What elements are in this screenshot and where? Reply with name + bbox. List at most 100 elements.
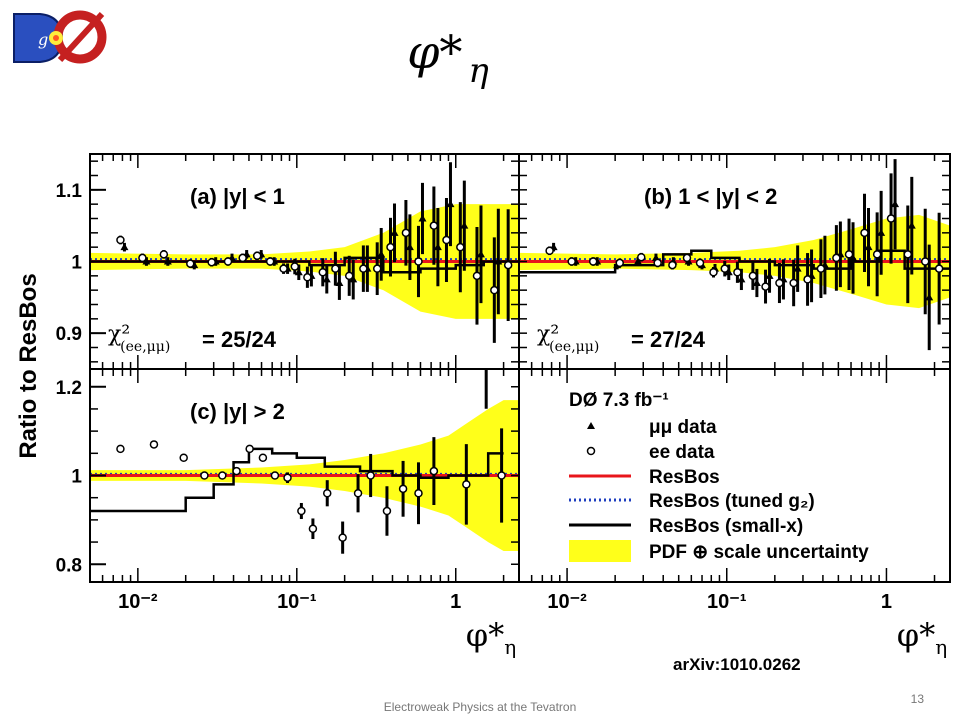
ee-point bbox=[733, 268, 742, 277]
ee-point bbox=[832, 253, 841, 263]
mumu-point bbox=[633, 257, 642, 265]
d0-logo: g bbox=[13, 10, 107, 64]
ee-point bbox=[775, 278, 784, 288]
panel-frame bbox=[518, 368, 951, 583]
y-tick-label: 1.1 bbox=[56, 181, 83, 202]
mumu-point bbox=[335, 279, 344, 286]
chi2-value: = 27/24 bbox=[631, 327, 706, 352]
mumu-point bbox=[142, 257, 151, 265]
ee-point bbox=[179, 453, 188, 462]
ee-point bbox=[789, 278, 798, 288]
ee-point bbox=[682, 253, 692, 263]
legend-entry-label: ResBos bbox=[649, 467, 720, 488]
x-tick-label: 10⁻² bbox=[118, 591, 158, 613]
mumu-point bbox=[849, 253, 858, 261]
ee-point bbox=[338, 533, 347, 542]
mumu-point bbox=[377, 250, 386, 258]
chi2-label: χ²(ee,μμ) bbox=[537, 322, 599, 355]
ee-point bbox=[159, 250, 169, 259]
arxiv-reference[interactable]: arXiv:1010.0262 bbox=[673, 655, 801, 674]
resbos-smallx-line bbox=[90, 447, 504, 513]
mumu-point bbox=[925, 293, 934, 301]
ee-point bbox=[934, 264, 944, 273]
ee-point bbox=[748, 271, 758, 281]
x-axis-label: φ*η bbox=[897, 616, 947, 659]
ee-point bbox=[353, 489, 363, 498]
mumu-point bbox=[724, 268, 733, 276]
ee-point bbox=[414, 257, 423, 266]
ee-point bbox=[186, 259, 195, 268]
legend-entry-label: ee data bbox=[649, 442, 715, 463]
x-axis-label: φ*η bbox=[466, 616, 516, 659]
chi2-value: = 25/24 bbox=[202, 327, 277, 352]
ee-point bbox=[238, 253, 247, 263]
ee-point bbox=[456, 242, 465, 252]
ee-point bbox=[116, 444, 125, 454]
ee-point bbox=[860, 228, 869, 238]
ee-point bbox=[615, 258, 625, 268]
mumu-point bbox=[120, 243, 129, 251]
panel-plot-area bbox=[90, 369, 519, 554]
ee-point bbox=[252, 251, 262, 261]
mumu-point bbox=[864, 243, 873, 251]
panel-2: (c) |y| > 2 bbox=[89, 368, 520, 583]
ee-point bbox=[245, 444, 254, 454]
mumu-point bbox=[322, 275, 331, 283]
ee-point bbox=[258, 453, 268, 462]
ee-point bbox=[472, 271, 482, 281]
ee-point bbox=[886, 214, 896, 223]
ee-point bbox=[401, 228, 411, 238]
mumu-point bbox=[877, 228, 886, 236]
ee-point bbox=[490, 285, 499, 295]
ee-point bbox=[429, 466, 439, 476]
mumu-point bbox=[737, 275, 746, 283]
ee-point bbox=[567, 257, 576, 266]
panel-1: (b) 1 < |y| < 2 χ²(ee,μμ) = 27/24 bbox=[518, 153, 951, 370]
ee-point bbox=[308, 524, 318, 533]
y-axis-label: Ratio to ResBos bbox=[15, 273, 42, 458]
ee-point bbox=[149, 440, 159, 449]
x-tick-label: 10⁻¹ bbox=[277, 591, 317, 613]
ee-point bbox=[200, 471, 209, 480]
legend-yellow-box bbox=[569, 540, 631, 562]
legend-entry-label: PDF ⊕ scale uncertainty bbox=[649, 542, 869, 563]
x-tick-label: 1 bbox=[450, 591, 461, 613]
ee-point bbox=[359, 264, 368, 273]
panel-plot-area bbox=[90, 162, 519, 343]
ee-point bbox=[903, 250, 913, 259]
mumu-point bbox=[494, 257, 503, 265]
ee-point bbox=[872, 250, 882, 259]
mumu-point bbox=[433, 243, 442, 251]
panel-title: (b) 1 < |y| < 2 bbox=[644, 184, 777, 209]
mumu-point bbox=[752, 279, 761, 286]
ee-point bbox=[116, 235, 125, 245]
ee-point bbox=[653, 258, 662, 268]
ee-point bbox=[232, 466, 241, 476]
ee-point bbox=[761, 282, 770, 291]
ee-point bbox=[462, 480, 471, 489]
mumu-point bbox=[446, 200, 455, 208]
panel-title: (c) |y| > 2 bbox=[190, 399, 285, 424]
ee-point bbox=[803, 275, 812, 284]
ee-point bbox=[344, 271, 354, 281]
panel-title: (a) |y| < 1 bbox=[190, 184, 285, 209]
x-tick-label: 1 bbox=[881, 591, 892, 613]
mumu-point bbox=[294, 268, 303, 276]
ee-point bbox=[303, 273, 312, 282]
ee-point bbox=[207, 257, 216, 267]
y-tick-label: 1.2 bbox=[56, 378, 82, 399]
mumu-point bbox=[405, 243, 414, 251]
ee-point bbox=[545, 246, 554, 255]
ee-point bbox=[414, 489, 423, 498]
x-tick-label: 10⁻² bbox=[547, 591, 587, 613]
ee-point bbox=[588, 257, 598, 266]
ee-point bbox=[372, 264, 382, 273]
ee-point bbox=[331, 264, 340, 273]
mumu-point bbox=[349, 275, 358, 283]
ee-point bbox=[920, 257, 930, 266]
mumu-point bbox=[163, 257, 172, 265]
ee-point bbox=[279, 264, 288, 273]
mumu-point bbox=[793, 264, 802, 272]
ee-point bbox=[637, 252, 646, 262]
